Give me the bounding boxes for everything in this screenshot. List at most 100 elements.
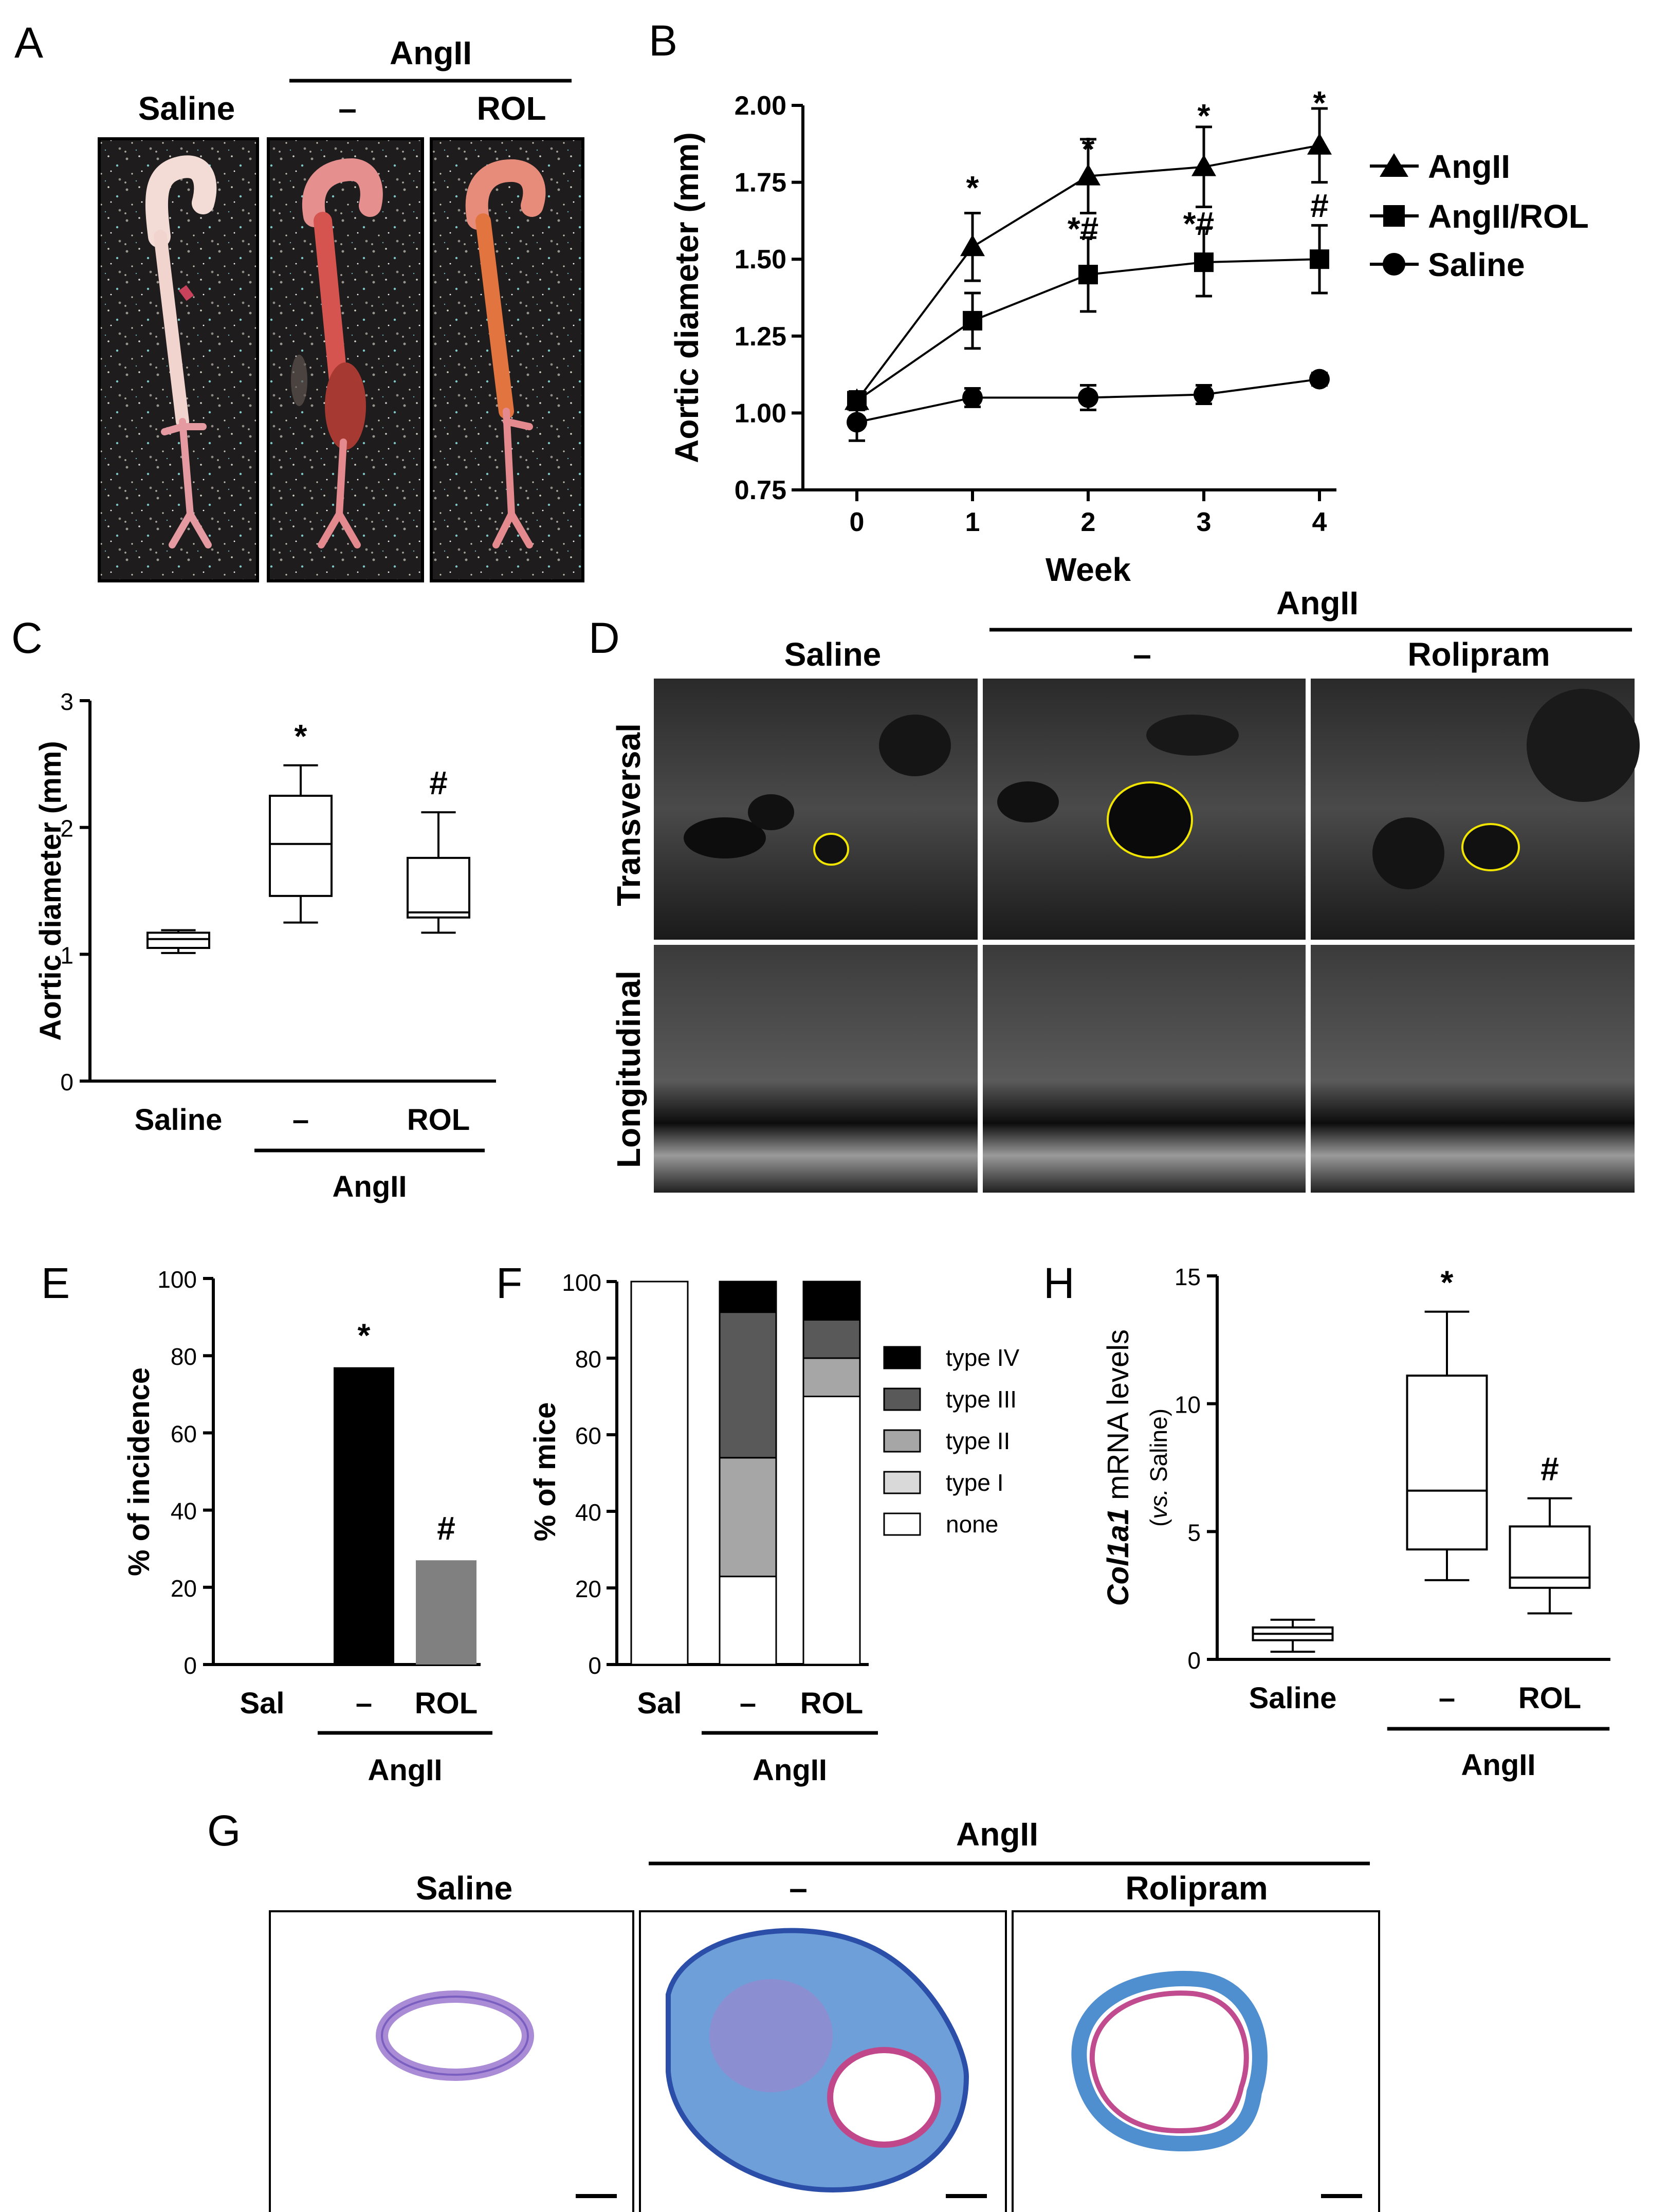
panel-g-col-dash: –: [789, 1870, 808, 1907]
panel-label-h: H: [1043, 1259, 1075, 1307]
panel-d-angii-label: AngII: [1276, 584, 1359, 621]
chart-f-y-tick-label: 100: [562, 1269, 601, 1296]
chartH-y-tick-label: 0: [1187, 1647, 1201, 1674]
chart-b-y-tick-label: 2.00: [735, 91, 786, 121]
chart-h-y-axis-sublabel: (vs. Saline): [1145, 1409, 1172, 1527]
chart-b-significance: *: [1313, 84, 1326, 121]
chart-b-point-triangle: [1307, 133, 1332, 155]
chart-b-point-triangle: [1076, 163, 1101, 186]
chart-b-point-square: [1078, 265, 1098, 285]
chartH-significance: *: [1441, 1264, 1454, 1301]
chart-f-legend-swatch: [883, 1471, 921, 1494]
chart-b-point-circle: [1309, 369, 1330, 390]
chart-e-y-tick-label: 20: [171, 1575, 197, 1602]
legend-angii: AngII: [1428, 148, 1510, 185]
chart-e-y-axis-label: % of incidence: [122, 1367, 156, 1576]
histology-angii: [639, 1910, 1007, 2212]
chart-b-point-triangle: [1191, 154, 1216, 176]
chart-e-category-label: Sal: [240, 1687, 284, 1720]
chart-f-bar-segment: [719, 1457, 777, 1578]
chart-b-point-circle: [1194, 384, 1214, 405]
chart-b-x-tick-label: 2: [1081, 507, 1096, 537]
chart-f-bar-segment: [802, 1319, 861, 1359]
chartC-box: [407, 856, 470, 919]
chart-b-point-square: [1310, 249, 1329, 269]
chart-f-category-label: ROL: [800, 1687, 863, 1720]
chart-f-legend-label: type II: [946, 1428, 1010, 1454]
chart-b-significance: #: [1310, 187, 1329, 224]
chart-e-y-tick-label: 60: [171, 1420, 197, 1447]
legend-saline: Saline: [1428, 246, 1525, 283]
legend-angii-rol: AngII/ROL: [1428, 198, 1589, 235]
panel-label-d: D: [589, 614, 620, 662]
chart-f-category-label: Sal: [637, 1687, 682, 1720]
chart-e-y-tick-label: 80: [171, 1343, 197, 1370]
ultrasound-grid: [654, 679, 1640, 1193]
trace-saline: [813, 833, 849, 866]
chartC-category-label: Saline: [135, 1103, 223, 1137]
panel-label-f: F: [496, 1259, 522, 1307]
histology-rol: [1012, 1910, 1380, 2212]
chartC-category-label: –: [292, 1103, 309, 1137]
panel-d-col-rolipram: Rolipram: [1407, 636, 1550, 673]
chart-b-point-circle: [847, 412, 867, 433]
panel-d-col-dash: –: [1133, 636, 1151, 673]
chart-e: 0 20 40 60 80 100 * # Sal – ROL AngII % of incidence: [122, 1266, 492, 1787]
chart-b-y-tick-label: 1.50: [735, 245, 786, 275]
chartC-significance: *: [295, 718, 307, 755]
chart-b-x-axis-label: Week: [1046, 551, 1131, 588]
chart-b-x-tick-label: 1: [965, 507, 980, 537]
chart-b-significance: *: [1198, 97, 1211, 134]
panel-g-col-saline: Saline: [416, 1870, 513, 1907]
chart-f-bar-segment: [802, 1396, 861, 1666]
chart-f-legend-swatch: [883, 1387, 921, 1411]
panel-a-dash-label: –: [338, 90, 357, 127]
chart-c-y-axis-label: Aortic diameter (mm): [34, 741, 67, 1040]
chart-f-bar-segment: [630, 1281, 689, 1666]
chartC-significance: #: [429, 764, 448, 801]
chart-b-y-tick-label: 1.00: [735, 398, 786, 428]
panel-label-e: E: [41, 1259, 70, 1307]
panel-label-g: G: [207, 1806, 241, 1855]
chart-e-significance: #: [437, 1510, 455, 1547]
chart-b-y-tick-label: 1.75: [735, 168, 786, 198]
chartC-box: [146, 931, 210, 949]
chart-b-point-circle: [962, 387, 983, 408]
chart-b-x-tick-label: 3: [1197, 507, 1212, 537]
chart-h: 0 5 10 15 * # Saline – ROL AngII Col1a1 mRNA level…: [1102, 1264, 1610, 1782]
chart-f-y-tick-label: 20: [575, 1576, 601, 1602]
panel-label-c: C: [11, 614, 43, 662]
chart-f-bar-segment: [719, 1281, 777, 1313]
chart-b-y-tick-label: 0.75: [735, 476, 786, 505]
chart-f-y-tick-label: 40: [575, 1499, 601, 1526]
chartH-significance: #: [1540, 1451, 1559, 1488]
chartC-group-label: AngII: [333, 1170, 407, 1203]
chartH-y-tick-label: 15: [1175, 1264, 1201, 1290]
chartC-category-label: ROL: [407, 1103, 470, 1137]
panel-d-row-longitudinal: Longitudinal: [610, 971, 647, 1168]
chart-e-bar: [416, 1560, 476, 1665]
panel-g-col-rolipram: Rolipram: [1125, 1870, 1268, 1907]
chart-f-y-tick-label: 80: [575, 1346, 601, 1373]
chart-b-x-tick-label: 0: [850, 507, 865, 537]
chart-f-group-label: AngII: [753, 1753, 827, 1787]
chartC-y-tick-label: 3: [60, 688, 74, 715]
histology-saline: [269, 1910, 634, 2212]
chart-f-legend-label: type III: [946, 1386, 1017, 1413]
chartH-group-label: AngII: [1461, 1748, 1536, 1782]
chart-e-group-label: AngII: [368, 1753, 443, 1787]
chart-e-y-tick-label: 100: [157, 1266, 197, 1293]
chart-f-y-tick-label: 60: [575, 1422, 601, 1449]
chart-f-bar-segment: [719, 1576, 777, 1666]
chartH-category-label: Saline: [1249, 1681, 1337, 1715]
trace-rol: [1461, 823, 1520, 871]
chart-b-significance: *#: [1183, 205, 1215, 242]
panel-label-a: A: [14, 19, 43, 67]
chart-f-legend-label: none: [946, 1511, 998, 1538]
chart-b-point-circle: [1078, 387, 1098, 408]
chart-b-significance: *: [1082, 131, 1095, 168]
chart-f-legend-swatch: [883, 1346, 921, 1369]
panel-d-row-transversal: Transversal: [610, 723, 647, 906]
